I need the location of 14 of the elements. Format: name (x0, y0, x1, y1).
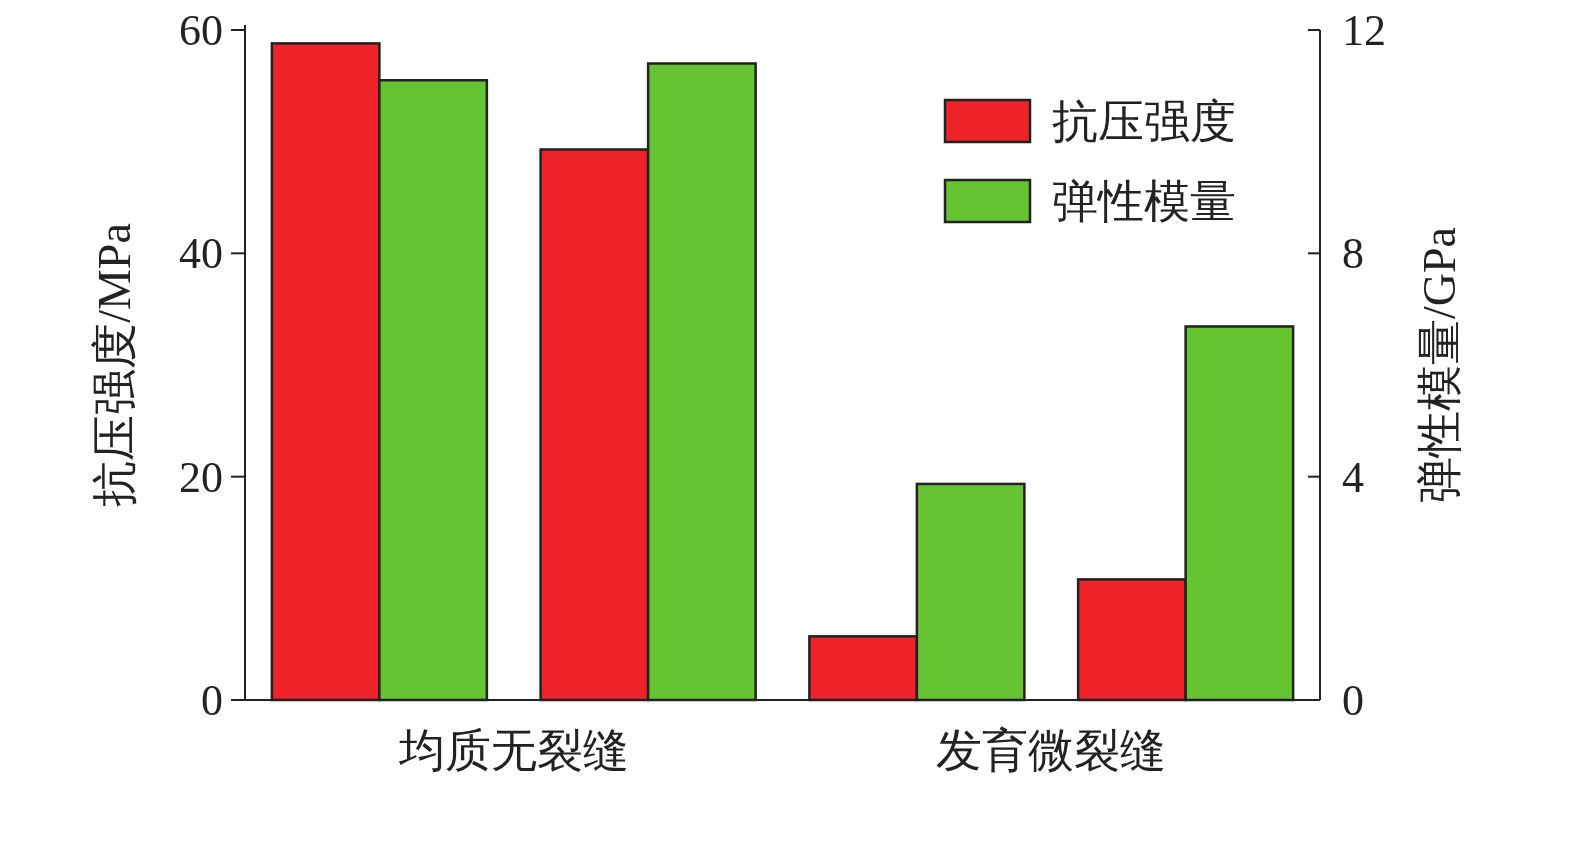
y2-tick-label: 8 (1342, 229, 1364, 279)
legend-label: 弹性模量 (1052, 176, 1236, 227)
y-axis-title: 抗压强度/MPa (89, 223, 140, 507)
y-tick-label: 60 (179, 6, 223, 55)
legend-label: 抗压强度 (1052, 96, 1236, 147)
y-tick-label: 20 (179, 452, 223, 502)
y-tick-label: 40 (179, 229, 223, 279)
y2-tick-label: 0 (1342, 676, 1364, 725)
y2-axis-title: 弹性模量/GPa (1414, 227, 1465, 503)
y2-tick-label: 4 (1342, 452, 1364, 502)
x-tick-label: 发育微裂缝 (936, 725, 1167, 776)
x-tick-label: 均质无裂缝 (397, 725, 629, 776)
y2-tick-label: 12 (1342, 6, 1386, 55)
y-tick-label: 0 (201, 676, 223, 725)
